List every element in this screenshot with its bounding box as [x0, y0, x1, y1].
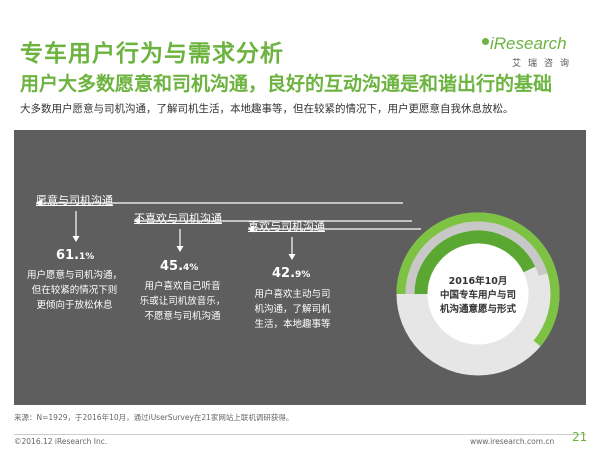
series-note-2: 用户喜欢自己听音 乐或让司机放音乐， 不愿意与司机沟通	[130, 279, 235, 324]
donut-arc-3	[414, 230, 536, 295]
website: www.iresearch.com.cn	[470, 437, 555, 446]
series-note-3-line: 机沟通，了解司机	[254, 304, 331, 315]
copyright: ©2016.12 iResearch Inc.	[14, 437, 108, 446]
series-note-2-line: 用户喜欢自己听音	[144, 281, 221, 292]
donut-arc-2	[405, 221, 548, 295]
series-value-2: 45.4%	[160, 259, 198, 274]
donut-arc-1	[396, 212, 560, 347]
series-value-1-main: 61.	[56, 248, 80, 263]
series-note-1: 用户愿意与司机沟通， 但在较紧的情况下则 更倾向于放松休息	[22, 268, 127, 313]
series-note-3: 用户喜欢主动与司 机沟通，了解司机 生活，本地趣事等	[240, 287, 345, 332]
series-note-2-line: 不愿意与司机沟通	[144, 311, 221, 322]
series-note-3-line: 生活，本地趣事等	[254, 319, 331, 330]
connector-arrow-1	[36, 199, 403, 242]
donut-center-line: 中国专车用户与司	[439, 290, 516, 301]
series-value-3-decimal: 9%	[295, 270, 311, 280]
arrows-layer	[36, 199, 421, 260]
series-value-2-decimal: 4%	[183, 263, 199, 273]
donut-center-line: 机沟通意愿与形式	[439, 304, 516, 315]
chart-svg	[36, 199, 560, 376]
series-value-3-main: 42.	[272, 266, 296, 281]
series-note-1-line: 更倾向于放松休息	[36, 300, 113, 311]
connector-arrow-2	[134, 217, 412, 252]
logo-text: iResearch	[490, 34, 567, 53]
series-note-2-line: 乐或让司机放音乐，	[139, 296, 226, 307]
series-label-1: 愿意与司机沟通	[36, 194, 113, 207]
chart-panel: 愿意与司机沟通 不喜欢与司机沟通 喜欢与司机沟通 61.1% 45.4% 42.…	[14, 130, 586, 405]
donut-center-label: 2016年10月 中国专车用户与司 机沟通意愿与形式	[428, 275, 528, 317]
page-description: 大多数用户愿意与司机沟通，了解司机生活，本地趣事等，但在较紧的情况下，用户更愿意…	[20, 103, 514, 115]
source-note: 来源：N=1929，于2016年10月，通过iUserSurvey在21家网站上…	[14, 413, 294, 422]
series-note-1-line: 用户愿意与司机沟通，	[26, 270, 122, 281]
series-label-2: 不喜欢与司机沟通	[134, 212, 222, 225]
donut-hole	[430, 246, 526, 342]
page-title: 专车用户行为与需求分析	[20, 41, 284, 67]
page-number: 21	[572, 430, 588, 444]
page-subtitle: 用户大多数愿意和司机沟通，良好的互动沟通是和谐出行的基础	[20, 73, 553, 95]
series-note-1-line: 但在较紧的情况下则	[31, 285, 118, 296]
iresearch-logo: iResearch 艾瑞咨询	[478, 34, 588, 70]
series-value-1-decimal: 1%	[79, 252, 95, 262]
logo-cn: 艾瑞咨询	[512, 59, 577, 69]
series-value-1: 61.1%	[56, 248, 94, 263]
series-label-3: 喜欢与司机沟通	[248, 220, 325, 233]
donut-center-line: 2016年10月	[448, 276, 508, 287]
rings-layer	[396, 212, 560, 376]
logo-dot-icon	[482, 38, 489, 45]
series-value-3: 42.9%	[272, 266, 310, 281]
footer-divider	[14, 434, 586, 435]
series-note-3-line: 用户喜欢主动与司	[254, 289, 331, 300]
connector-arrow-3	[248, 225, 421, 260]
series-value-2-main: 45.	[160, 259, 184, 274]
